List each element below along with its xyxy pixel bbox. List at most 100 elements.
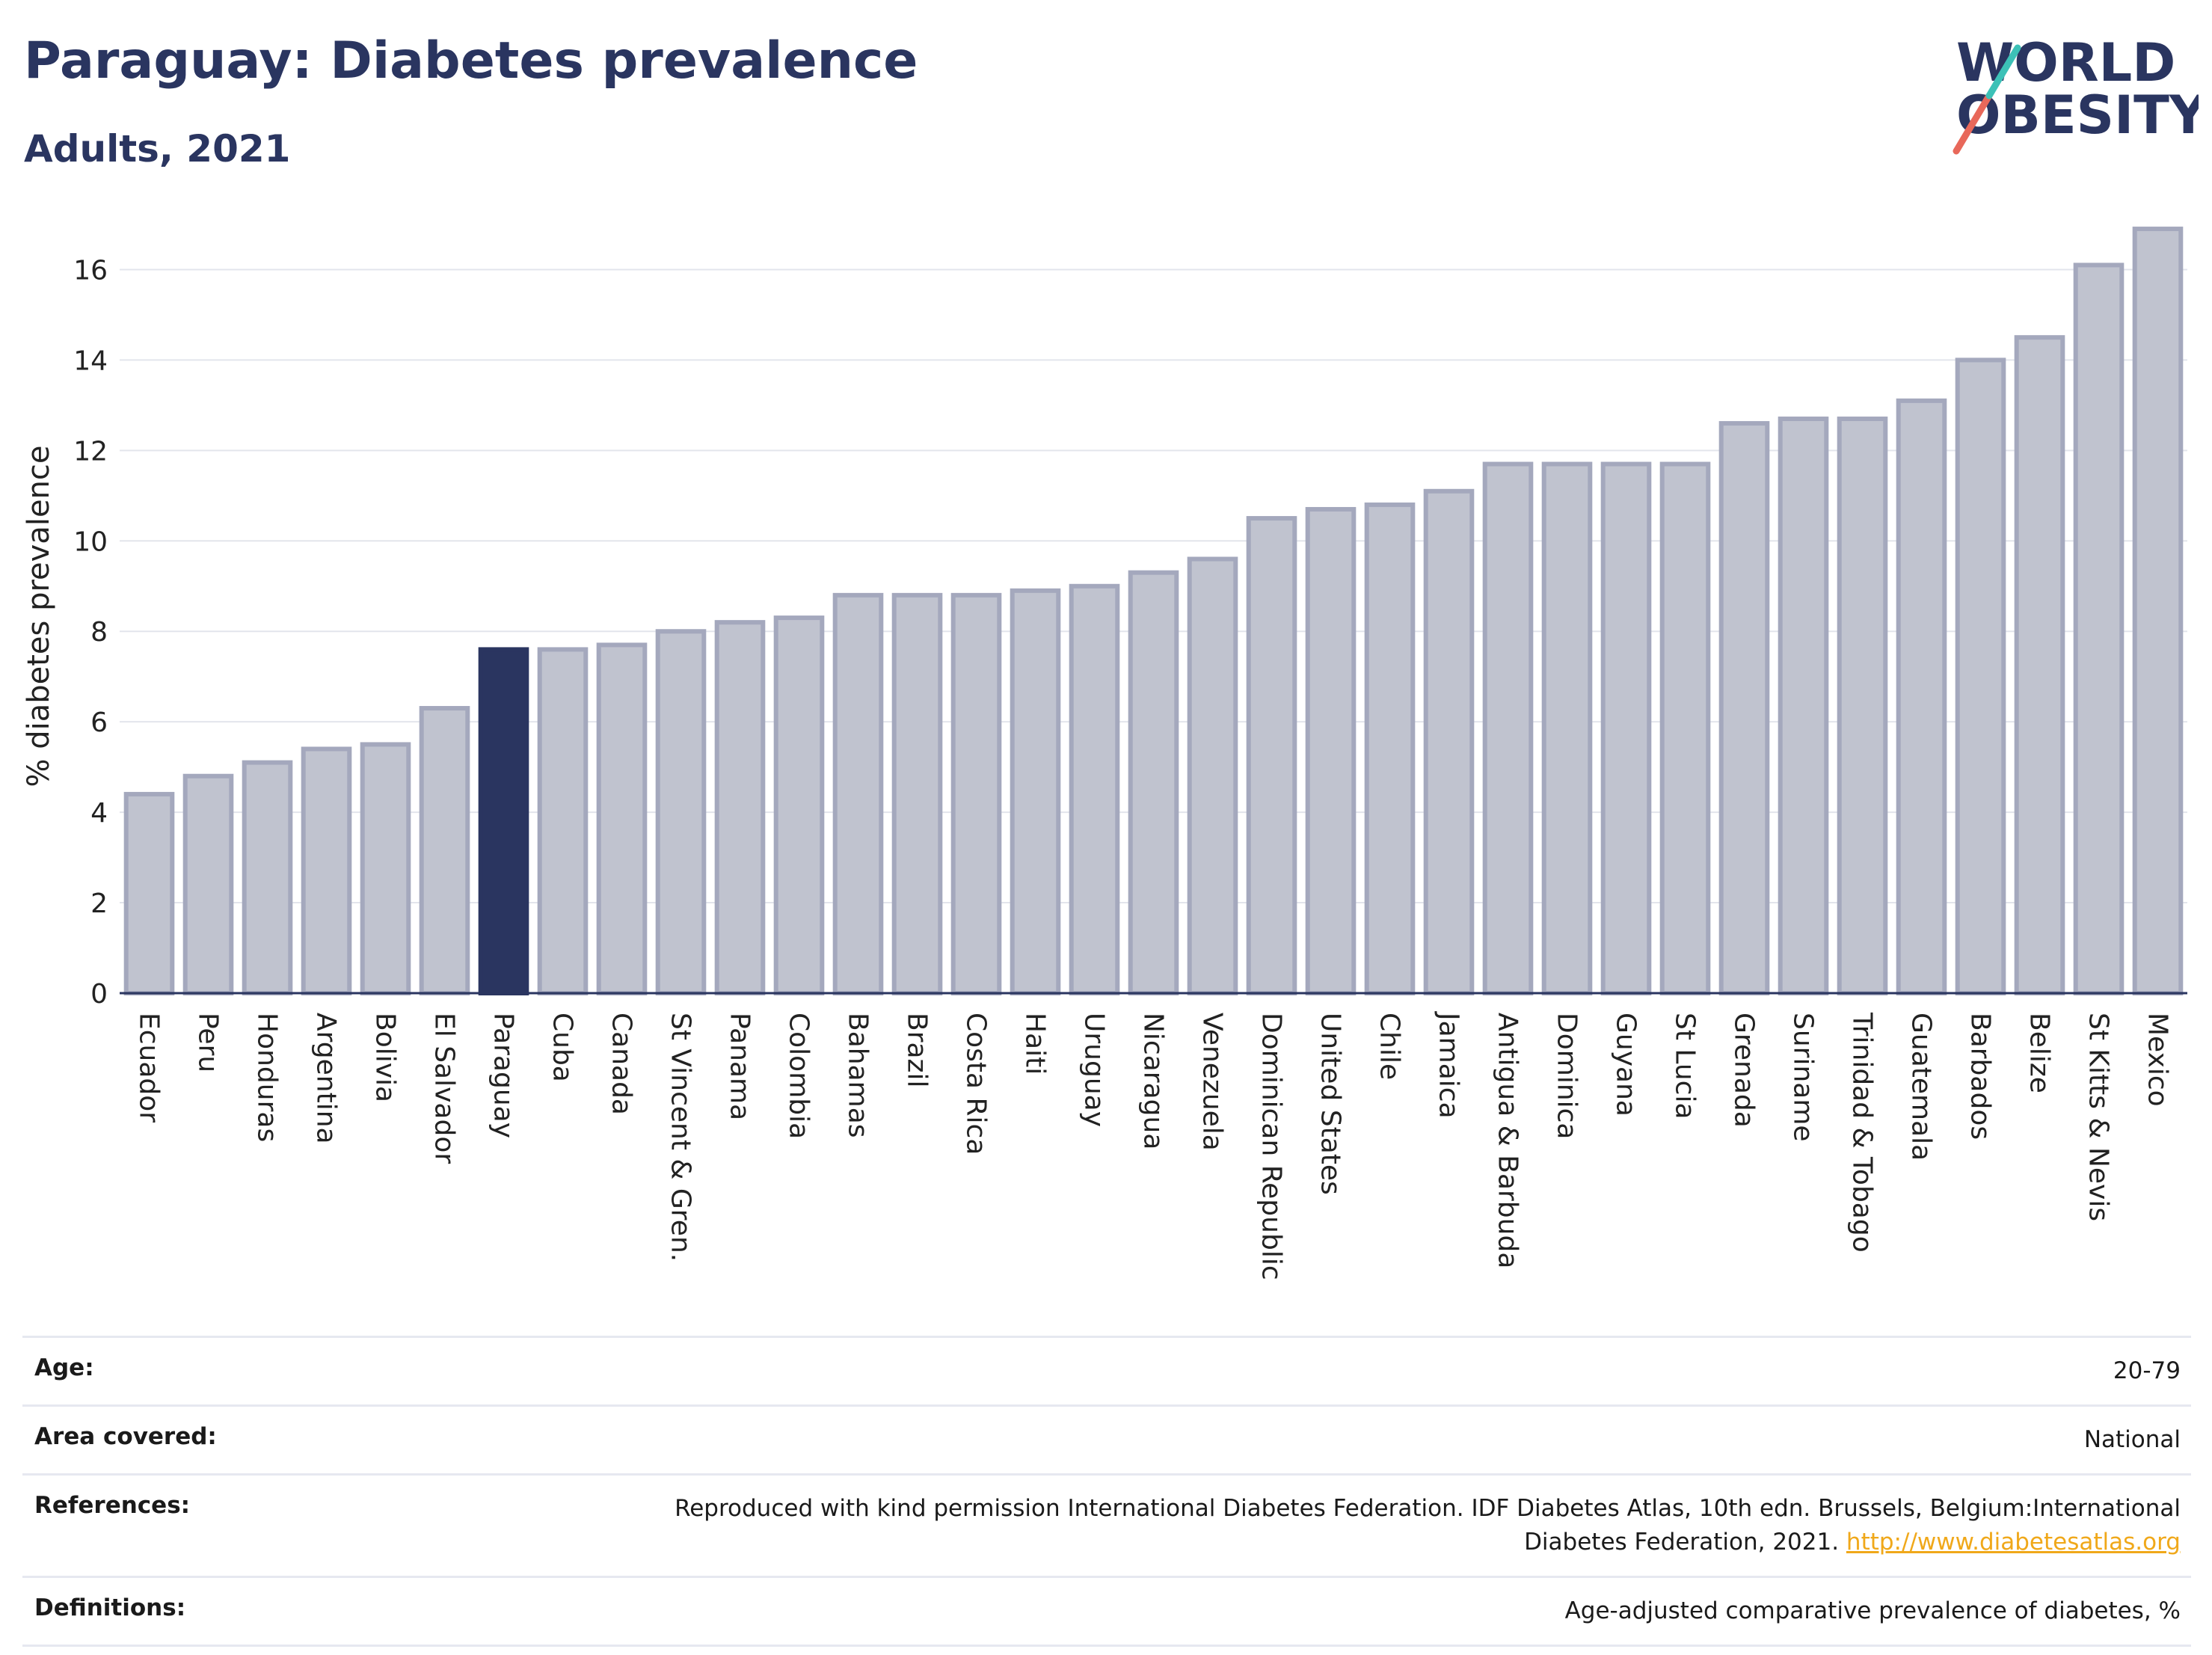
x-tick-label: Cuba [547,1013,578,1082]
x-axis-ticks: Ecuador Peru Honduras Argentina Bolivia El Sa… [134,1011,2173,1280]
logo-graphic: WORLD OBESITY [1953,32,2208,155]
bar-jamaica [1423,488,1475,995]
bar-grenada [1718,421,1770,995]
x-tick-label: St Kitts & Nevis [2083,1013,2114,1221]
x-tick-label: El Salvador [429,1013,460,1164]
x-tick-label: Suriname [1788,1013,1819,1142]
info-row-references: References: Reproduced with kind permiss… [22,1473,2191,1576]
logo-slash-lower [1953,92,1993,155]
x-tick-label: Dominica [1552,1013,1582,1140]
bar-dominica [1541,461,1593,995]
x-tick-label: Nicaragua [1138,1013,1169,1149]
x-tick-label: Grenada [1729,1013,1760,1128]
x-tick-label: Belize [2024,1013,2055,1093]
bars [123,227,2184,996]
info-label-definitions: Definitions: [34,1594,186,1621]
x-tick-label: St Lucia [1670,1013,1701,1120]
y-tick-label: 12 [73,436,108,467]
info-value-area: National [2083,1425,2181,1453]
x-tick-label: Chile [1374,1013,1405,1080]
y-tick-label: 0 [90,979,108,1010]
bar-ecuador [123,791,175,996]
x-tick-label: Colombia [784,1013,814,1139]
x-tick-label: Jamaica [1434,1011,1464,1119]
info-value-age: 20-79 [2113,1357,2181,1384]
x-tick-label: St Vincent & Gren. [666,1013,696,1262]
x-tick-label: Brazil [902,1013,933,1087]
x-tick-label: Argentina [311,1013,342,1144]
x-tick-label: Haiti [1020,1013,1051,1075]
bar-uruguay [1069,583,1120,995]
bar-suriname [1778,417,1829,995]
info-value-references: Reproduced with kind permission Internat… [625,1492,2181,1559]
x-tick-label: Barbados [1965,1013,1996,1140]
bar-nicaragua [1128,570,1179,995]
y-tick-label: 2 [90,888,108,919]
bar-peru [182,773,234,996]
chart-title: Paraguay: Diabetes prevalence [24,31,918,90]
chart-subtitle: Adults, 2021 [24,127,291,171]
bar-dominican-republic [1246,516,1297,995]
x-tick-label: Guyana [1611,1013,1641,1117]
logo-word-2: OBESITY [1956,85,2199,146]
info-row-age: Age: 20-79 [22,1336,2191,1404]
x-tick-label: Antigua & Barbuda [1493,1013,1523,1268]
y-axis-label: % diabetes prevalence [22,445,56,787]
info-label-references: References: [34,1491,191,1519]
y-axis-ticks: 0 2 4 6 8 10 12 14 16 [73,255,108,1010]
bar-mexico [2132,227,2184,995]
x-tick-label: Honduras [252,1013,283,1142]
x-tick-label: Bolivia [370,1013,401,1102]
bar-cuba [537,647,589,995]
y-tick-label: 6 [90,707,108,738]
bar-bolivia [360,742,411,995]
info-value-definitions: Age-adjusted comparative prevalence of d… [1564,1597,2181,1624]
references-text: Reproduced with kind permission Internat… [675,1494,2181,1556]
x-tick-label: Canada [606,1013,637,1115]
y-tick-label: 4 [90,798,108,829]
bar-guatemala [1896,398,1947,995]
x-tick-label: Trinidad & Tobago [1847,1012,1878,1253]
bar-chile [1364,502,1416,995]
bar-st-lucia [1659,461,1711,995]
x-tick-label: United States [1315,1013,1346,1195]
references-link[interactable]: http://www.diabetesatlas.org [1846,1528,2181,1556]
x-tick-label: Paraguay [488,1013,519,1138]
bar-argentina [301,746,352,995]
bar-honduras [242,760,293,995]
x-tick-label: Costa Rica [961,1013,992,1155]
bar-paraguay [478,647,529,995]
logo-slash-upper [1985,44,2021,99]
bar-trinidad-tobago [1837,417,1888,995]
x-tick-label: Dominican Republic [1256,1013,1287,1280]
bar-canada [596,642,648,995]
bar-costa-rica [950,592,1002,995]
bar-colombia [773,615,825,995]
bar-st-vincent-gren- [655,629,707,995]
x-tick-label: Venezuela [1197,1013,1228,1151]
bar-bahamas [832,592,884,995]
bar-brazil [891,592,943,995]
bar-antigua-barbuda [1482,461,1534,995]
y-tick-label: 16 [73,255,108,286]
y-tick-label: 14 [73,346,108,376]
bar-st-kitts-nevis [2073,262,2125,995]
x-tick-label: Mexico [2142,1013,2173,1107]
bar-belize [2014,335,2065,996]
info-row-definitions: Definitions: Age-adjusted comparative pr… [22,1575,2191,1647]
bar-el-salvador [419,706,470,995]
info-label-area: Area covered: [34,1422,217,1450]
info-table: Age: 20-79 Area covered: National Refere… [22,1336,2191,1647]
info-label-age: Age: [34,1354,94,1381]
bar-barbados [1955,357,2006,996]
world-obesity-logo: WORLD OBESITY [1944,30,2208,157]
bar-haiti [1010,588,1061,995]
bar-venezuela [1187,556,1238,995]
x-tick-label: Ecuador [134,1013,165,1123]
x-tick-label: Peru [193,1013,224,1072]
x-tick-label: Uruguay [1079,1013,1110,1127]
y-tick-label: 8 [90,617,108,648]
x-tick-label: Bahamas [843,1013,873,1138]
bar-guyana [1600,461,1652,995]
info-row-area: Area covered: National [22,1404,2191,1473]
